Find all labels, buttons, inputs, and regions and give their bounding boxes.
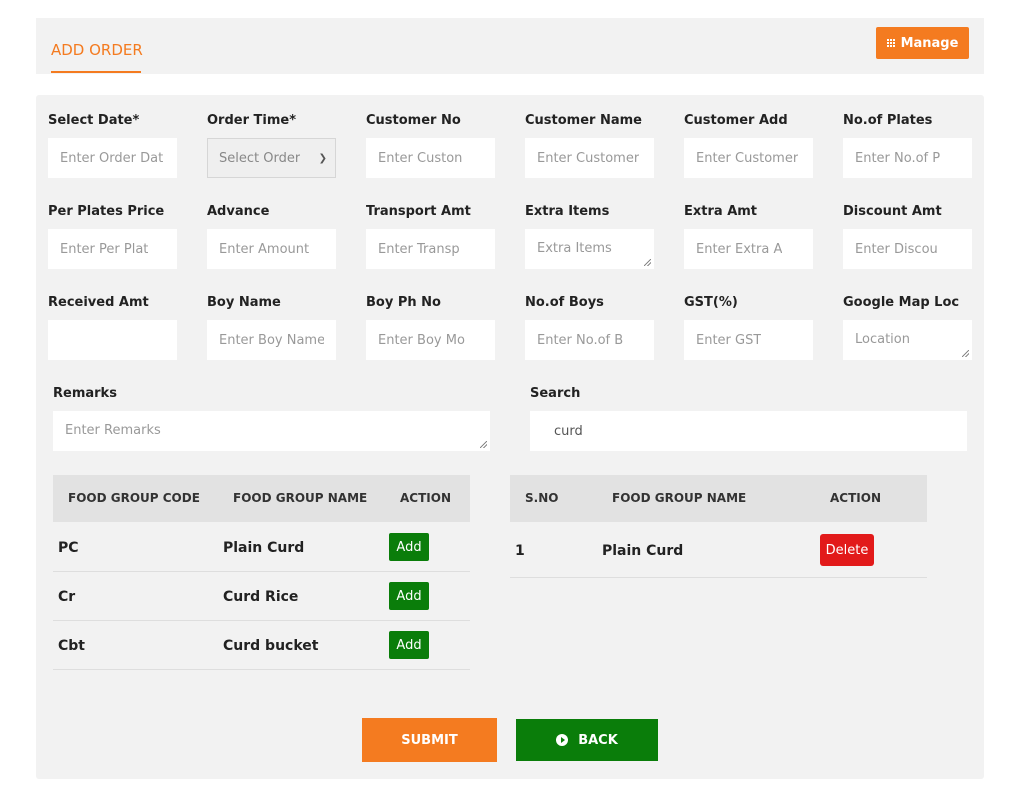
customer-no-input[interactable]: Enter Custon xyxy=(366,138,495,178)
add-button[interactable]: Add xyxy=(389,631,429,659)
extra-amt-input[interactable]: Enter Extra A xyxy=(684,229,813,269)
no-of-boys-label: No.of Boys xyxy=(525,295,604,310)
column-header: ACTION xyxy=(400,491,451,505)
chevron-down-icon: ❯ xyxy=(318,152,327,164)
customer-add-input[interactable]: Enter Customer xyxy=(684,138,813,178)
food-code-cell: PC xyxy=(58,540,79,556)
google-map-loc-label: Google Map Loc xyxy=(843,295,960,310)
sno-cell: 1 xyxy=(515,543,525,559)
header-bar xyxy=(36,18,984,74)
remarks-label: Remarks xyxy=(53,386,117,401)
resize-handle-icon[interactable] xyxy=(644,259,651,266)
customer-name-label: Customer Name xyxy=(525,113,642,128)
submit-button[interactable]: SUBMIT xyxy=(362,718,497,762)
advance-label: Advance xyxy=(207,204,270,219)
back-button[interactable]: BACK xyxy=(516,719,658,761)
transport-amt-input[interactable]: Enter Transp xyxy=(366,229,495,269)
play-circle-icon xyxy=(556,734,569,746)
order-time-select[interactable]: Select Order ❯ xyxy=(207,138,336,178)
remarks-textarea[interactable]: Enter Remarks xyxy=(53,411,490,451)
search-input[interactable]: curd xyxy=(530,411,967,451)
order-time-label: Order Time* xyxy=(207,113,297,128)
customer-name-input[interactable]: Enter Customer xyxy=(525,138,654,178)
food-name-cell: Curd bucket xyxy=(223,638,319,654)
per-plates-price-label: Per Plates Price xyxy=(48,204,165,219)
extra-amt-label: Extra Amt xyxy=(684,204,758,219)
row-divider xyxy=(510,577,927,578)
extra-items-label: Extra Items xyxy=(525,204,610,219)
no-of-boys-input[interactable]: Enter No.of B xyxy=(525,320,654,360)
manage-button[interactable]: Manage xyxy=(876,27,969,59)
no-of-plates-label: No.of Plates xyxy=(843,113,933,128)
column-header: FOOD GROUP CODE xyxy=(68,491,200,505)
received-amt-label: Received Amt xyxy=(48,295,149,310)
selected-table-header xyxy=(510,475,927,522)
discount-amt-input[interactable]: Enter Discou xyxy=(843,229,972,269)
delete-button[interactable]: Delete xyxy=(820,534,874,566)
boy-ph-no-input[interactable]: Enter Boy Mo xyxy=(366,320,495,360)
gst-label: GST(%) xyxy=(684,295,738,310)
advance-input[interactable]: Enter Amount xyxy=(207,229,336,269)
food-code-cell: Cbt xyxy=(58,638,85,654)
per-plates-price-input[interactable]: Enter Per Plat xyxy=(48,229,177,269)
resize-handle-icon[interactable] xyxy=(962,350,969,357)
row-divider xyxy=(53,571,470,572)
food-code-cell: Cr xyxy=(58,589,76,605)
back-button-label: BACK xyxy=(578,732,618,748)
customer-add-label: Customer Add xyxy=(684,113,788,128)
add-button[interactable]: Add xyxy=(389,582,429,610)
manage-button-label: Manage xyxy=(900,35,959,51)
food-table-header xyxy=(53,475,470,522)
column-header: ACTION xyxy=(830,491,881,505)
select-date-input[interactable]: Enter Order Dat xyxy=(48,138,177,178)
transport-amt-label: Transport Amt xyxy=(366,204,471,219)
food-name-cell: Curd Rice xyxy=(223,589,299,605)
column-header: S.NO xyxy=(525,491,559,505)
extra-items-textarea[interactable]: Extra Items xyxy=(525,229,654,269)
received-amt-input[interactable] xyxy=(48,320,177,360)
boy-ph-no-label: Boy Ph No xyxy=(366,295,441,310)
row-divider xyxy=(53,669,470,670)
resize-handle-icon[interactable] xyxy=(480,441,487,448)
boy-name-label: Boy Name xyxy=(207,295,281,310)
add-button[interactable]: Add xyxy=(389,533,429,561)
row-divider xyxy=(53,620,470,621)
selected-food-name-cell: Plain Curd xyxy=(602,543,684,559)
grid-icon xyxy=(886,39,895,47)
active-tab-underline xyxy=(51,71,141,73)
discount-amt-label: Discount Amt xyxy=(843,204,942,219)
page-title[interactable]: ADD ORDER xyxy=(51,41,143,59)
no-of-plates-input[interactable]: Enter No.of P xyxy=(843,138,972,178)
boy-name-input[interactable]: Enter Boy Name xyxy=(207,320,336,360)
food-name-cell: Plain Curd xyxy=(223,540,305,556)
google-map-loc-textarea[interactable]: Location xyxy=(843,320,972,360)
search-label: Search xyxy=(530,386,581,401)
column-header: FOOD GROUP NAME xyxy=(233,491,368,505)
select-date-label: Select Date* xyxy=(48,113,140,128)
column-header: FOOD GROUP NAME xyxy=(612,491,747,505)
gst-input[interactable]: Enter GST xyxy=(684,320,813,360)
customer-no-label: Customer No xyxy=(366,113,461,128)
